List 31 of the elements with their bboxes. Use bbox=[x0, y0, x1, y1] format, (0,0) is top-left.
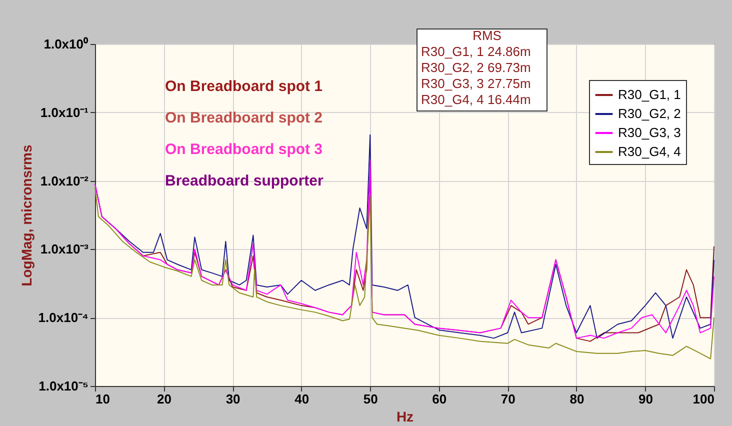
annotation: R30_G1, 1 24.86m bbox=[421, 44, 531, 59]
x-tick-label: 70 bbox=[500, 392, 516, 406]
legend-label: R30_G2, 2 bbox=[618, 106, 681, 121]
annotation: R30_G2, 2 69.73m bbox=[421, 60, 531, 75]
y-tick-label: 1.0x10⁰ bbox=[44, 36, 88, 52]
y-tick-label: 1.0x10⁻² bbox=[40, 173, 90, 188]
x-tick-label: 20 bbox=[157, 392, 172, 406]
annotation: On Breadboard spot 3 bbox=[165, 141, 323, 158]
y-tick-label: 1.0x10⁻⁴ bbox=[38, 310, 88, 326]
annotation: On Breadboard spot 1 bbox=[165, 78, 323, 95]
y-tick-label: 1.0x10⁻⁵ bbox=[38, 378, 88, 394]
legend-label: R30_G3, 3 bbox=[618, 125, 681, 140]
x-tick-label: 10 bbox=[96, 392, 110, 406]
x-tick-label: 40 bbox=[294, 392, 310, 406]
y-axis-title: LogMag, micronsrms bbox=[18, 144, 34, 286]
x-tick-label: 30 bbox=[226, 392, 240, 406]
x-tick-label: 50 bbox=[363, 392, 378, 406]
x-tick-label: 60 bbox=[432, 392, 447, 406]
x-axis-title: Hz bbox=[396, 408, 414, 424]
annotation: Breadboard supporter bbox=[165, 172, 324, 190]
legend-label: R30_G1, 1 bbox=[618, 87, 681, 102]
annotation: R30_G4, 4 16.44m bbox=[421, 92, 531, 107]
legend-label: R30_G4, 4 bbox=[618, 144, 681, 159]
annotation: On Breadboard spot 2 bbox=[165, 110, 323, 126]
text: RMS bbox=[472, 28, 502, 43]
x-tick-label: 90 bbox=[638, 392, 653, 406]
annotation: R30_G3, 3 27.75m bbox=[421, 76, 531, 91]
x-tick-label: 100 bbox=[692, 392, 714, 406]
x-tick-label: 80 bbox=[570, 392, 584, 406]
y-tick-label: 1.0x10⁻³ bbox=[40, 242, 90, 257]
y-tick-label: 1.0x10⁻¹ bbox=[40, 104, 88, 120]
